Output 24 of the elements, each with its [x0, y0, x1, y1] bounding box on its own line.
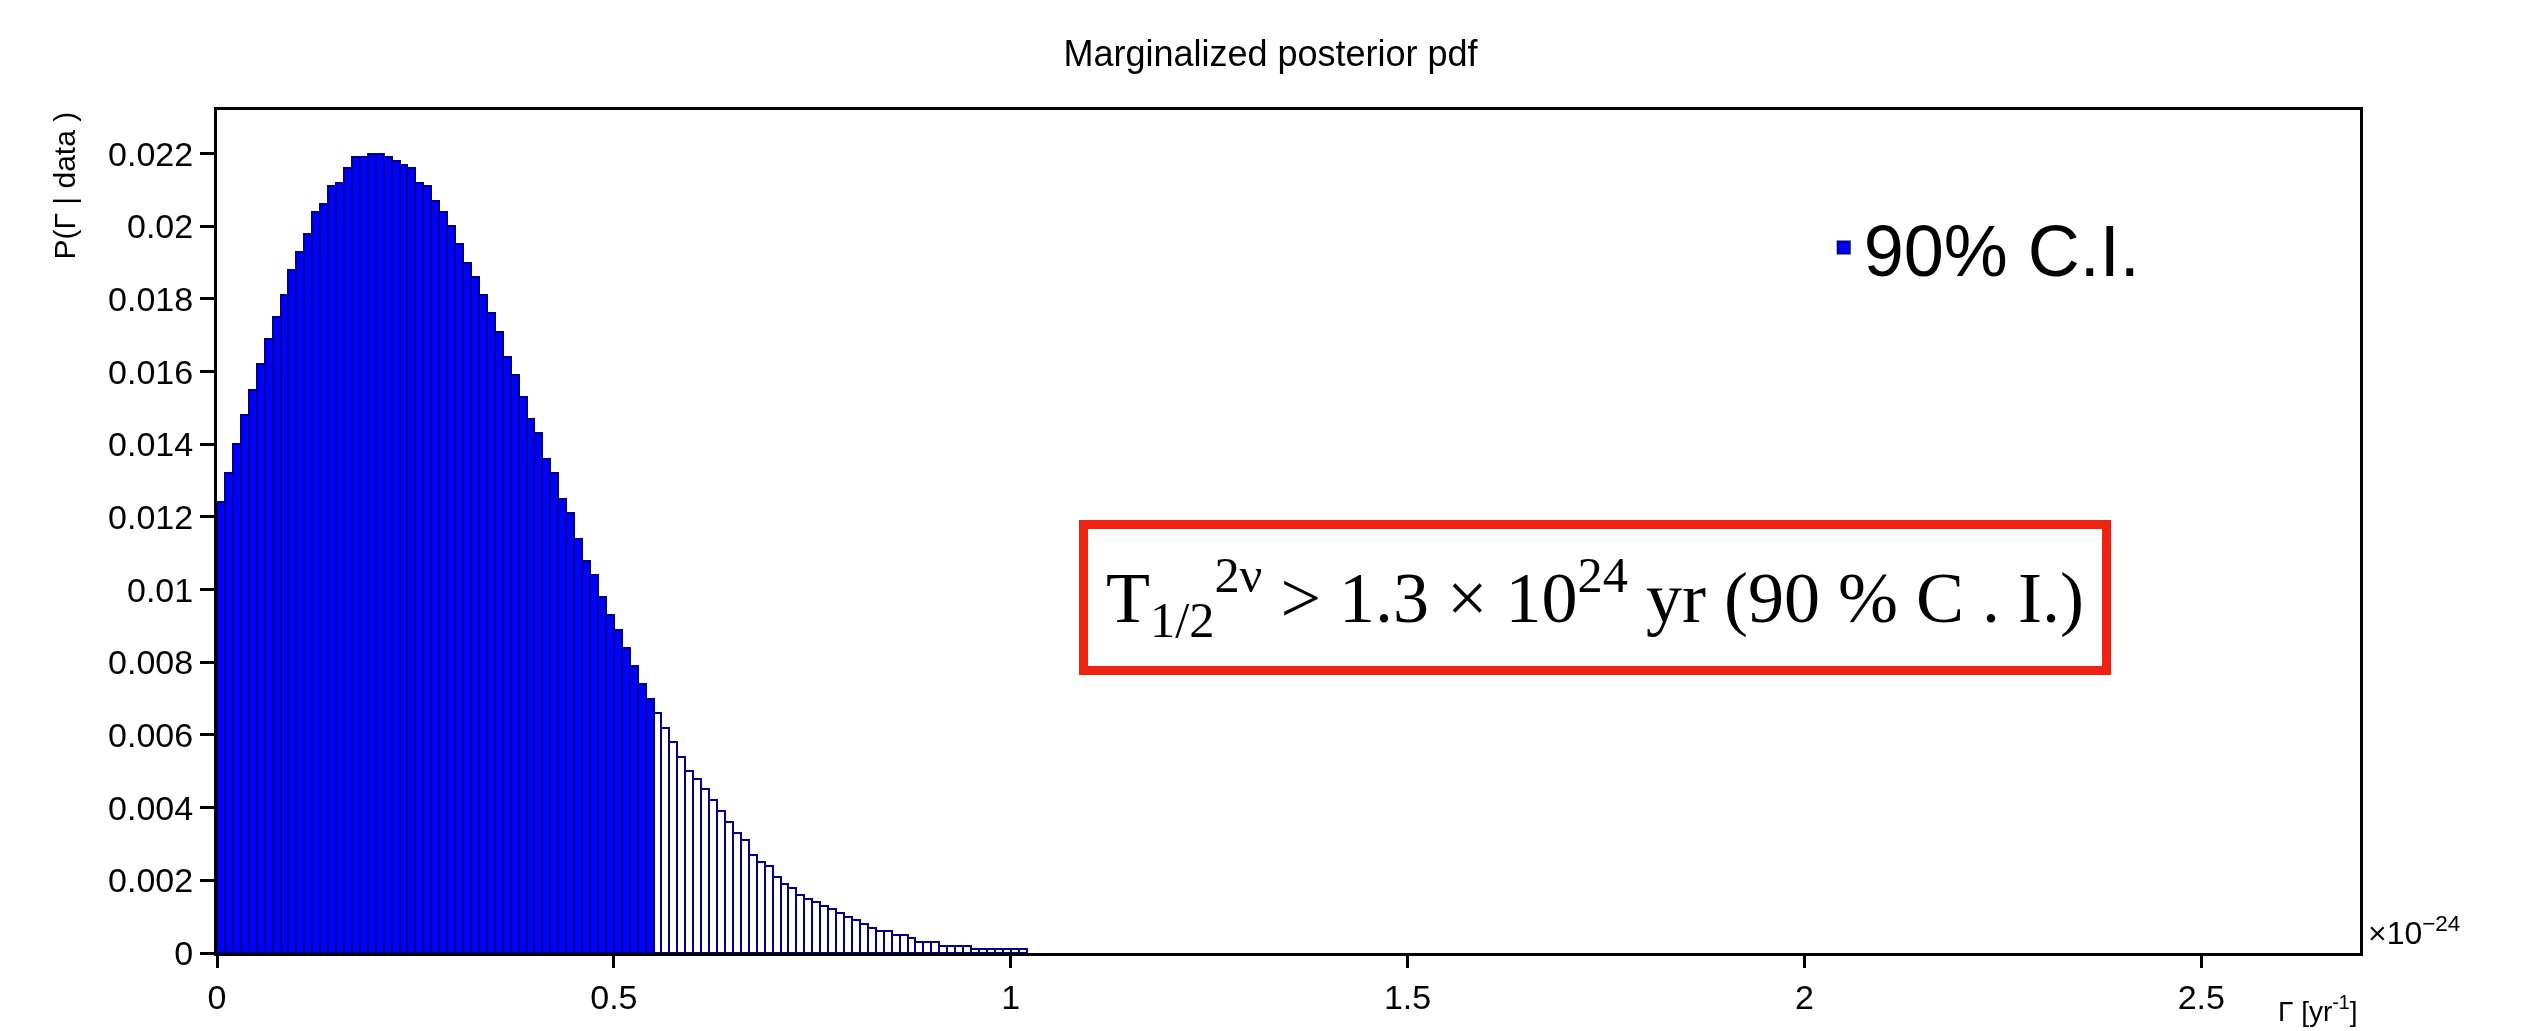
y-tick-label: 0.016 — [108, 352, 194, 391]
y-tick-label: 0 — [174, 933, 194, 972]
legend-label: 90% C.I. — [1863, 210, 2140, 291]
x-tick-label: 2 — [1794, 977, 1814, 1016]
y-tick-label: 0.014 — [108, 425, 194, 464]
y-tick-label: 0.006 — [108, 715, 194, 754]
y-axis-title: P(Γ | data ) — [47, 111, 81, 260]
text: ×10$^{−24}$ — [2368, 911, 2461, 952]
y-tick-label: 0.018 — [108, 279, 194, 318]
y-tick-label: 0.002 — [108, 861, 194, 900]
y-tick-label: 0.012 — [108, 497, 194, 536]
x-tick-label: 0 — [207, 977, 227, 1016]
x-tick-label: 0.5 — [590, 977, 638, 1016]
annotation: T$_{1/2}$$^{2ν}$ > 1.3 × 10$^{24}$ yr (90 % C . I.) — [1106, 547, 2084, 649]
x-tick-label: 2.5 — [2177, 977, 2225, 1016]
y-tick-label: 0.004 — [108, 788, 194, 827]
y-tick-label: 0.01 — [127, 570, 194, 609]
x-tick-label: 1.5 — [1383, 977, 1432, 1016]
y-tick-label: 0.022 — [108, 134, 194, 173]
x-axis-title: Γ [yr$^{-1}$] — [2278, 991, 2358, 1027]
y-tick-label: 0.02 — [127, 207, 194, 246]
chart-title: Marginalized posterior pdf — [1063, 33, 1479, 75]
y-tick-label: 0.008 — [108, 643, 194, 682]
x-tick-label: 1 — [1001, 977, 1021, 1016]
